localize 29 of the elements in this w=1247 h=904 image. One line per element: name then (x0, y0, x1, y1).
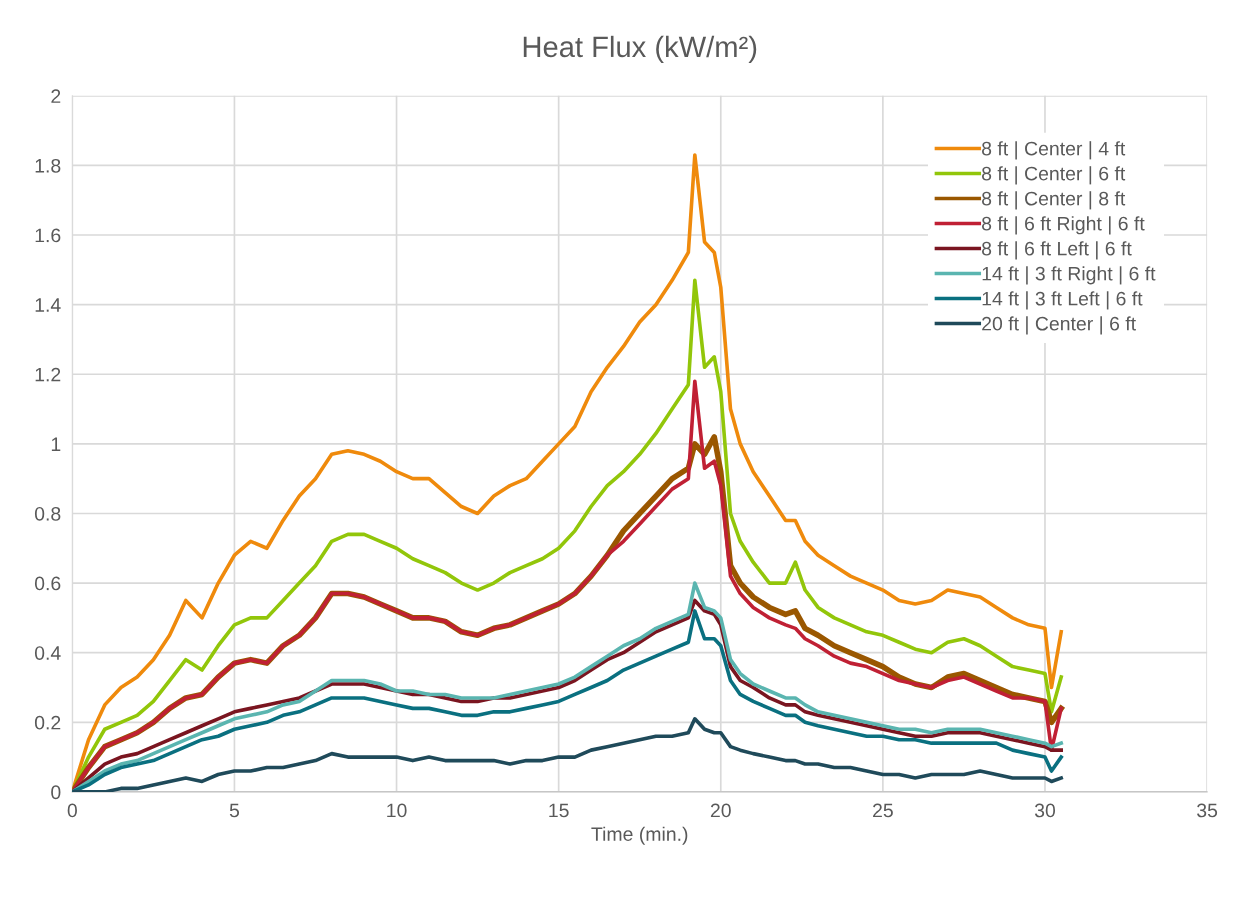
x-tick-label: 0 (67, 803, 77, 818)
legend-label: 14 ft | 3 ft Right | 6 ft (982, 266, 1156, 285)
x-tick-label: 20 (710, 803, 731, 818)
x-tick-label: 35 (1197, 803, 1218, 818)
y-tick-label: 0.2 (34, 715, 61, 730)
x-tick-label: 15 (549, 803, 569, 818)
y-tick-label: 0.4 (34, 646, 61, 660)
x-axis-title: Time (min.) (591, 826, 688, 845)
legend-label: 8 ft | 6 ft Right | 6 ft (982, 216, 1145, 235)
y-tick-label: 1.4 (35, 298, 61, 312)
legend-label: 8 ft | Center | 8 ft (982, 191, 1126, 210)
x-tick-label: 10 (387, 803, 407, 818)
y-tick-label: 0 (51, 785, 61, 800)
y-tick-label: 1 (51, 437, 61, 451)
chart-title: Heat Flux (kW/m²) (523, 35, 757, 63)
legend-label: 20 ft | Center | 6 ft (982, 316, 1136, 335)
x-tick-label: 25 (873, 803, 893, 818)
y-tick-label: 1.2 (35, 367, 61, 382)
legend-label: 14 ft | 3 ft Left | 6 ft (982, 291, 1143, 310)
y-tick-label: 0.6 (34, 576, 61, 591)
x-tick-label: 30 (1034, 803, 1056, 818)
legend-label: 8 ft | 6 ft Left | 6 ft (982, 241, 1132, 260)
y-tick-label: 0.8 (34, 506, 61, 521)
legend-label: 8 ft | Center | 4 ft (982, 141, 1126, 160)
legend-label: 8 ft | Center | 6 ft (982, 166, 1126, 185)
y-tick-label: 1.8 (35, 158, 61, 173)
x-tick-label: 5 (229, 803, 240, 818)
y-tick-label: 2 (51, 89, 61, 103)
y-tick-label: 1.6 (35, 228, 61, 243)
